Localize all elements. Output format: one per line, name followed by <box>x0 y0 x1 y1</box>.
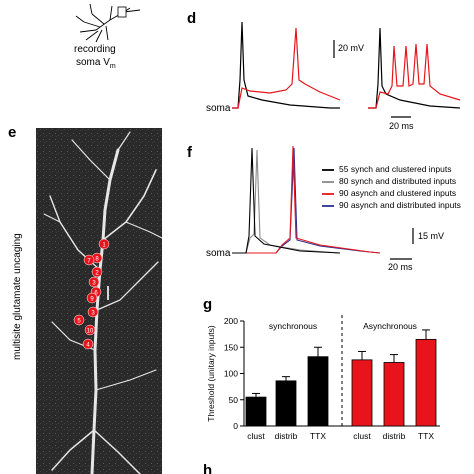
uncaging-spot-label: 9 <box>90 296 94 302</box>
y-tick-label: 0 <box>233 421 238 431</box>
category-label: distrib <box>383 431 406 441</box>
bar <box>275 380 297 427</box>
panel-e-letter: e <box>8 124 17 141</box>
uncaging-spot-label: 8 <box>95 256 99 262</box>
legend-entry: 80 synch and distributed inputs <box>339 176 457 186</box>
panel-d-left-black-trace <box>232 21 340 109</box>
uncaging-spot <box>98 238 110 250</box>
bar <box>383 362 405 427</box>
panel-f-soma-label: soma <box>206 248 231 259</box>
uncaging-spot <box>86 292 98 304</box>
uncaging-spot-label: 5 <box>77 318 81 324</box>
category-label: clust <box>247 431 265 441</box>
panel-f-scale-v: 15 mV <box>418 231 445 241</box>
y-tick-label: 150 <box>224 342 238 352</box>
uncaging-spot-label: 3 <box>91 310 95 316</box>
panel-d-right-red-trace <box>368 43 461 109</box>
panel-h-letter: h <box>203 462 213 474</box>
uncaging-spot-label: 3 <box>92 280 96 286</box>
recording-caption: recording <box>74 44 116 55</box>
uncaging-spot <box>91 266 103 278</box>
panel-d-letter: d <box>187 10 197 27</box>
uncaging-spot-label: 10 <box>87 328 94 334</box>
uncaging-spot <box>87 306 99 318</box>
panel-d-right-black-trace <box>368 27 461 109</box>
bar <box>351 359 373 427</box>
bar <box>245 396 267 427</box>
uncaging-spot-label: 7 <box>87 258 91 264</box>
legend-entry: 90 asynch and clustered inputs <box>339 188 457 198</box>
category-label: TTX <box>310 431 326 441</box>
uncaging-spot <box>82 338 94 350</box>
panel-f-letter: f <box>187 144 192 161</box>
soma-vm-caption: soma Vm <box>76 57 116 70</box>
category-label: clust <box>353 431 371 441</box>
panel-d-scale-t: 20 ms <box>389 121 414 131</box>
uncaging-spot <box>84 324 96 336</box>
panel-f-scale-t: 20 ms <box>388 262 413 272</box>
uncaging-spot-label: 2 <box>95 270 99 276</box>
bar <box>307 356 329 427</box>
uncaging-spot <box>83 254 95 266</box>
category-label: TTX <box>418 431 434 441</box>
legend-entry: 55 synch and clustered inputs <box>339 164 452 174</box>
uncaging-spot-label: 4 <box>86 342 90 348</box>
recording-line1: recording <box>74 44 116 55</box>
uncaging-spot-label: 1 <box>102 242 106 248</box>
y-axis-label: Threshold (unitary inputs) <box>206 325 216 422</box>
uncaging-spot-label: 6 <box>94 290 98 296</box>
panel-d-soma-label: soma <box>206 103 231 114</box>
category-label: distrib <box>275 431 298 441</box>
bar <box>415 338 437 427</box>
panel-f-trace-clustered-synch <box>232 147 341 254</box>
uncaging-spot <box>73 314 85 326</box>
group-header: Asynchronous <box>363 321 417 331</box>
panel-d-left-red-trace <box>232 27 341 109</box>
y-tick-label: 200 <box>224 316 238 326</box>
soma-vm-subscript: m <box>109 63 116 70</box>
panel-f-trace-clustered-asynch <box>232 145 381 254</box>
panel-g-letter: g <box>203 296 213 313</box>
y-tick-label: 50 <box>229 395 239 405</box>
panel-d-scale-v: 20 mV <box>338 43 365 53</box>
group-header: synchronous <box>269 321 317 331</box>
uncaging-spot <box>88 276 100 288</box>
soma-vm-line: soma V <box>76 57 110 68</box>
legend-entry: 90 asynch and distributed inputs <box>339 200 461 210</box>
y-tick-label: 100 <box>224 369 238 379</box>
